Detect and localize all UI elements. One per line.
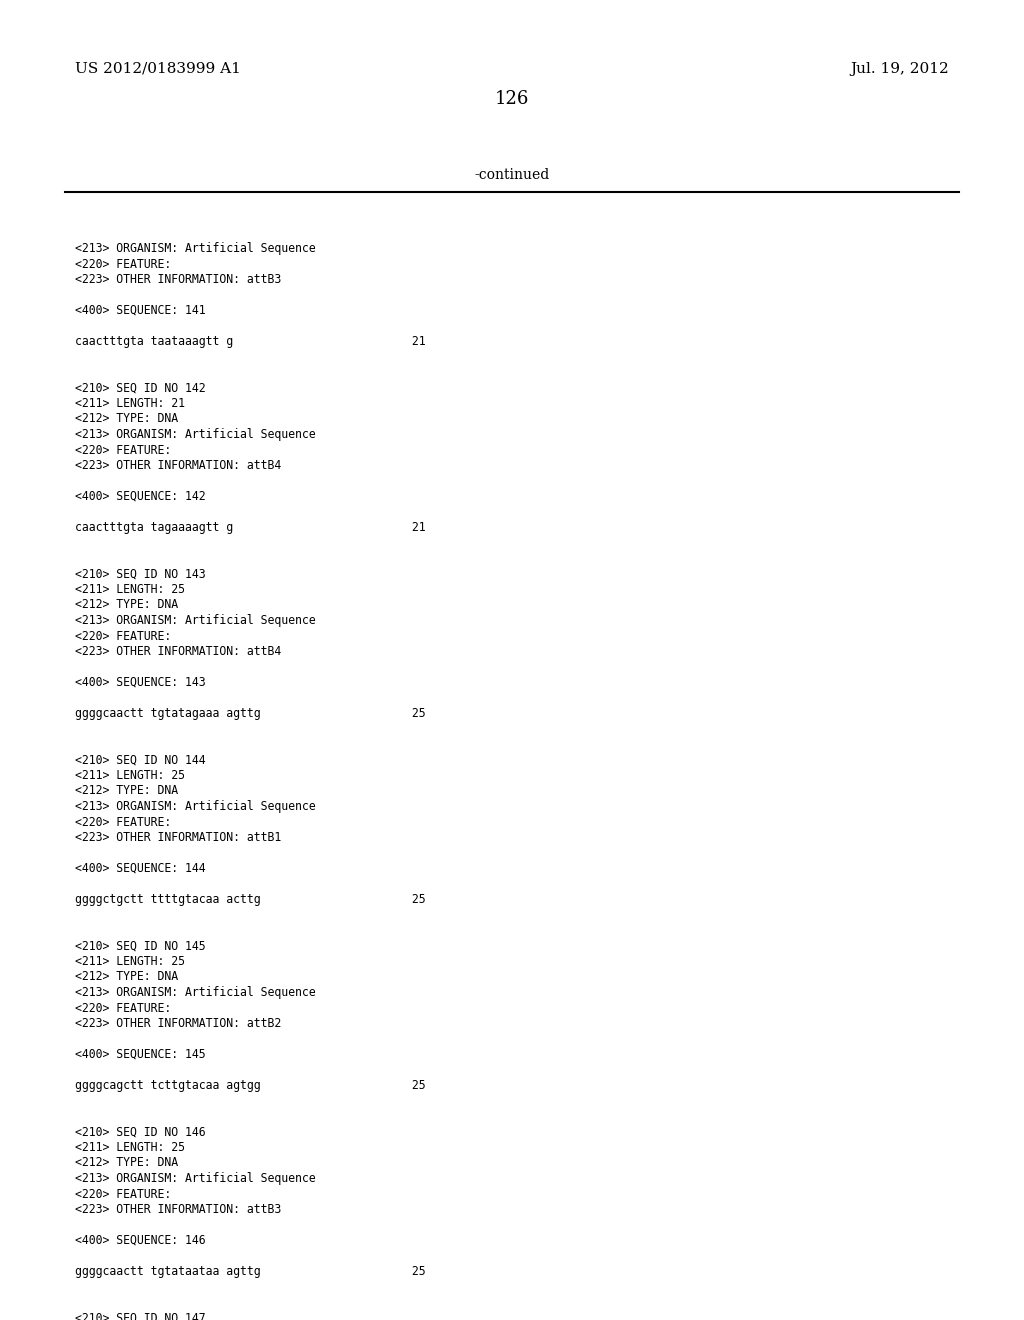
Text: <212> TYPE: DNA: <212> TYPE: DNA	[75, 784, 178, 797]
Text: <400> SEQUENCE: 142: <400> SEQUENCE: 142	[75, 490, 206, 503]
Text: <210> SEQ ID NO 146: <210> SEQ ID NO 146	[75, 1126, 206, 1138]
Text: <220> FEATURE:: <220> FEATURE:	[75, 1002, 171, 1015]
Text: <213> ORGANISM: Artificial Sequence: <213> ORGANISM: Artificial Sequence	[75, 1172, 315, 1185]
Text: <400> SEQUENCE: 141: <400> SEQUENCE: 141	[75, 304, 206, 317]
Text: ggggcagctt tcttgtacaa agtgg                      25: ggggcagctt tcttgtacaa agtgg 25	[75, 1078, 426, 1092]
Text: ggggcaactt tgtataataa agttg                      25: ggggcaactt tgtataataa agttg 25	[75, 1265, 426, 1278]
Text: <213> ORGANISM: Artificial Sequence: <213> ORGANISM: Artificial Sequence	[75, 428, 315, 441]
Text: US 2012/0183999 A1: US 2012/0183999 A1	[75, 62, 241, 77]
Text: <223> OTHER INFORMATION: attB2: <223> OTHER INFORMATION: attB2	[75, 1016, 282, 1030]
Text: caactttgta taataaagtt g                          21: caactttgta taataaagtt g 21	[75, 335, 426, 348]
Text: <211> LENGTH: 25: <211> LENGTH: 25	[75, 770, 185, 781]
Text: <210> SEQ ID NO 147: <210> SEQ ID NO 147	[75, 1312, 206, 1320]
Text: <213> ORGANISM: Artificial Sequence: <213> ORGANISM: Artificial Sequence	[75, 242, 315, 255]
Text: <212> TYPE: DNA: <212> TYPE: DNA	[75, 598, 178, 611]
Text: 126: 126	[495, 90, 529, 108]
Text: <213> ORGANISM: Artificial Sequence: <213> ORGANISM: Artificial Sequence	[75, 986, 315, 999]
Text: <220> FEATURE:: <220> FEATURE:	[75, 816, 171, 829]
Text: ggggctgctt ttttgtacaa acttg                      25: ggggctgctt ttttgtacaa acttg 25	[75, 894, 426, 906]
Text: <211> LENGTH: 25: <211> LENGTH: 25	[75, 954, 185, 968]
Text: <211> LENGTH: 21: <211> LENGTH: 21	[75, 397, 185, 411]
Text: <400> SEQUENCE: 145: <400> SEQUENCE: 145	[75, 1048, 206, 1061]
Text: <400> SEQUENCE: 146: <400> SEQUENCE: 146	[75, 1234, 206, 1247]
Text: <223> OTHER INFORMATION: attB1: <223> OTHER INFORMATION: attB1	[75, 832, 282, 843]
Text: <220> FEATURE:: <220> FEATURE:	[75, 1188, 171, 1200]
Text: <210> SEQ ID NO 145: <210> SEQ ID NO 145	[75, 940, 206, 953]
Text: <210> SEQ ID NO 143: <210> SEQ ID NO 143	[75, 568, 206, 581]
Text: <211> LENGTH: 25: <211> LENGTH: 25	[75, 583, 185, 597]
Text: <400> SEQUENCE: 143: <400> SEQUENCE: 143	[75, 676, 206, 689]
Text: <213> ORGANISM: Artificial Sequence: <213> ORGANISM: Artificial Sequence	[75, 614, 315, 627]
Text: <220> FEATURE:: <220> FEATURE:	[75, 630, 171, 643]
Text: caactttgta tagaaaagtt g                          21: caactttgta tagaaaagtt g 21	[75, 521, 426, 535]
Text: ggggcaactt tgtatagaaa agttg                      25: ggggcaactt tgtatagaaa agttg 25	[75, 708, 426, 719]
Text: <212> TYPE: DNA: <212> TYPE: DNA	[75, 970, 178, 983]
Text: <220> FEATURE:: <220> FEATURE:	[75, 257, 171, 271]
Text: <223> OTHER INFORMATION: attB3: <223> OTHER INFORMATION: attB3	[75, 273, 282, 286]
Text: <400> SEQUENCE: 144: <400> SEQUENCE: 144	[75, 862, 206, 875]
Text: <220> FEATURE:: <220> FEATURE:	[75, 444, 171, 457]
Text: <213> ORGANISM: Artificial Sequence: <213> ORGANISM: Artificial Sequence	[75, 800, 315, 813]
Text: Jul. 19, 2012: Jul. 19, 2012	[850, 62, 949, 77]
Text: <223> OTHER INFORMATION: attB4: <223> OTHER INFORMATION: attB4	[75, 459, 282, 473]
Text: -continued: -continued	[474, 168, 550, 182]
Text: <210> SEQ ID NO 142: <210> SEQ ID NO 142	[75, 381, 206, 395]
Text: <211> LENGTH: 25: <211> LENGTH: 25	[75, 1140, 185, 1154]
Text: <210> SEQ ID NO 144: <210> SEQ ID NO 144	[75, 754, 206, 767]
Text: <212> TYPE: DNA: <212> TYPE: DNA	[75, 1156, 178, 1170]
Text: <223> OTHER INFORMATION: attB3: <223> OTHER INFORMATION: attB3	[75, 1203, 282, 1216]
Text: <223> OTHER INFORMATION: attB4: <223> OTHER INFORMATION: attB4	[75, 645, 282, 657]
Text: <212> TYPE: DNA: <212> TYPE: DNA	[75, 412, 178, 425]
